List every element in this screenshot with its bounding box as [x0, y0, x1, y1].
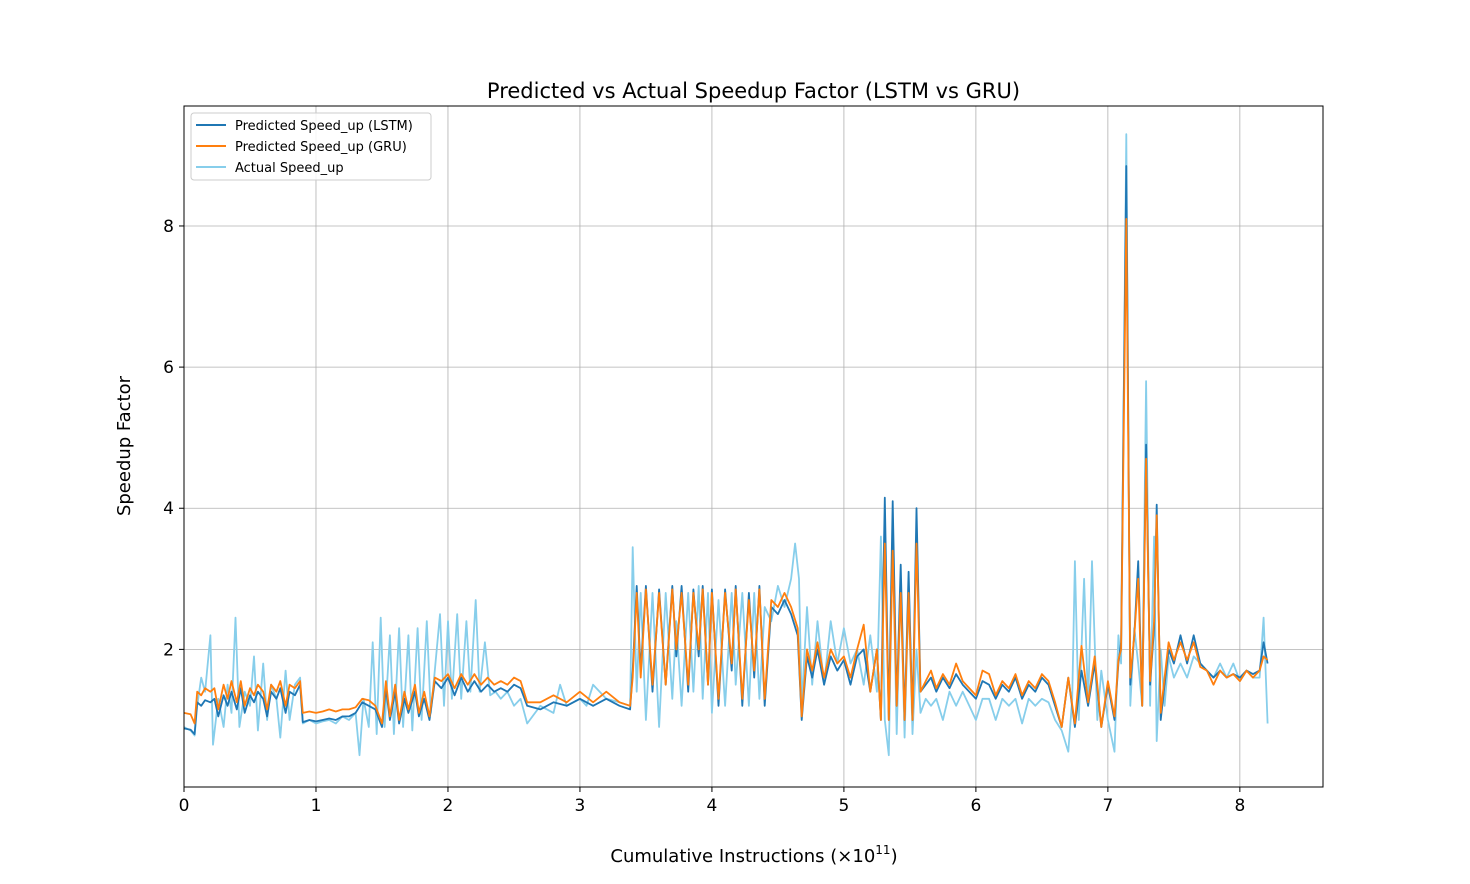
- x-tick-label: 4: [707, 796, 718, 816]
- x-tick-label: 2: [443, 796, 454, 816]
- x-axis-label-exponent: 11: [875, 843, 890, 857]
- legend: Predicted Speed_up (LSTM) Predicted Speed…: [190, 112, 432, 181]
- chart-title: Predicted vs Actual Speedup Factor (LSTM…: [487, 79, 1020, 103]
- y-tick-label: 4: [163, 499, 174, 519]
- y-axis-label: Speedup Factor: [114, 375, 135, 516]
- y-tick-label: 2: [163, 640, 174, 660]
- legend-label-actual-speed-up: Actual Speed_up: [235, 161, 344, 176]
- legend-label-predicted-speed-up-lstm: Predicted Speed_up (LSTM): [235, 119, 413, 134]
- x-tick-label: 5: [838, 796, 849, 816]
- x-axis-label-main: Cumulative Instructions (×10: [610, 846, 875, 867]
- legend-box: [190, 112, 432, 181]
- x-axis-label: Cumulative Instructions (×1011): [610, 843, 897, 867]
- series-line-predicted-speed-up-gru: [183, 218, 1269, 728]
- plot-frame: [183, 105, 1324, 788]
- x-tick-label: 3: [575, 796, 586, 816]
- x-tick-label: 6: [970, 796, 981, 816]
- x-tick-label: 8: [1234, 796, 1245, 816]
- y-tick-label: 6: [163, 358, 174, 378]
- x-axis-label-suffix: ): [891, 846, 898, 867]
- series-lines: [183, 133, 1269, 757]
- y-tick-label: 8: [163, 217, 174, 237]
- axis-ticks: 0 1 2 3 4 5 6 7 8 2 4 6 8: [163, 217, 1245, 816]
- x-tick-label: 7: [1102, 796, 1113, 816]
- x-tick-label: 1: [311, 796, 322, 816]
- legend-label-predicted-speed-up-gru: Predicted Speed_up (GRU): [235, 140, 407, 155]
- x-tick-label: 0: [179, 796, 190, 816]
